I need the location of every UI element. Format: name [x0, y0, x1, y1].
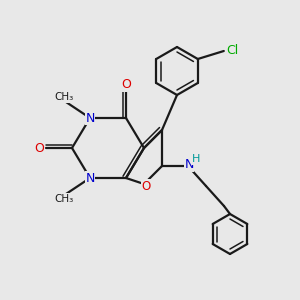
Text: N: N: [85, 172, 95, 184]
Text: H: H: [192, 154, 200, 164]
Text: N: N: [184, 158, 194, 172]
Text: CH₃: CH₃: [54, 92, 74, 102]
Text: N: N: [85, 112, 95, 124]
Text: O: O: [121, 79, 131, 92]
Text: CH₃: CH₃: [54, 194, 74, 204]
Text: O: O: [34, 142, 44, 154]
Text: O: O: [141, 179, 151, 193]
Text: Cl: Cl: [227, 44, 239, 56]
